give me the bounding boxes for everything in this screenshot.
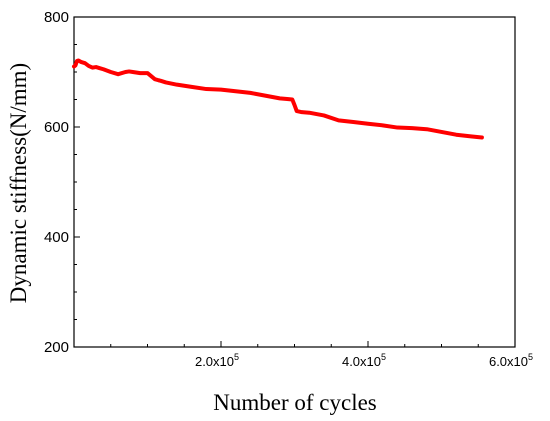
y-tick-label: 800 bbox=[44, 9, 69, 26]
x-axis-ticks: 2.0x105 4.0x105 6.0x105 bbox=[110, 341, 533, 369]
series-layer bbox=[72, 58, 484, 140]
x-axis-title: Number of cycles bbox=[213, 390, 377, 415]
x-tick-label-exponent: 5 bbox=[528, 352, 533, 362]
x-tick-label: 4.0x105 bbox=[342, 352, 386, 369]
x-tick-label: 6.0x105 bbox=[489, 352, 533, 369]
x-tick-label-mantissa: 2.0x10 bbox=[195, 354, 234, 369]
x-tick-label: 2.0x105 bbox=[195, 352, 239, 369]
y-tick-label: 600 bbox=[44, 119, 69, 136]
y-axis-ticks: 200 400 600 800 bbox=[44, 9, 80, 356]
plot-frame bbox=[73, 16, 516, 348]
series-line bbox=[72, 58, 484, 140]
y-tick-label: 400 bbox=[44, 229, 69, 246]
plot-border bbox=[73, 16, 516, 348]
y-axis-title: Dynamic stiffness(N/mm) bbox=[6, 63, 31, 303]
x-tick-label-mantissa: 4.0x10 bbox=[342, 354, 381, 369]
x-tick-label-exponent: 5 bbox=[234, 352, 239, 362]
y-tick-label: 200 bbox=[44, 339, 69, 356]
x-tick-label-mantissa: 6.0x10 bbox=[489, 354, 528, 369]
x-tick-label-exponent: 5 bbox=[381, 352, 386, 362]
